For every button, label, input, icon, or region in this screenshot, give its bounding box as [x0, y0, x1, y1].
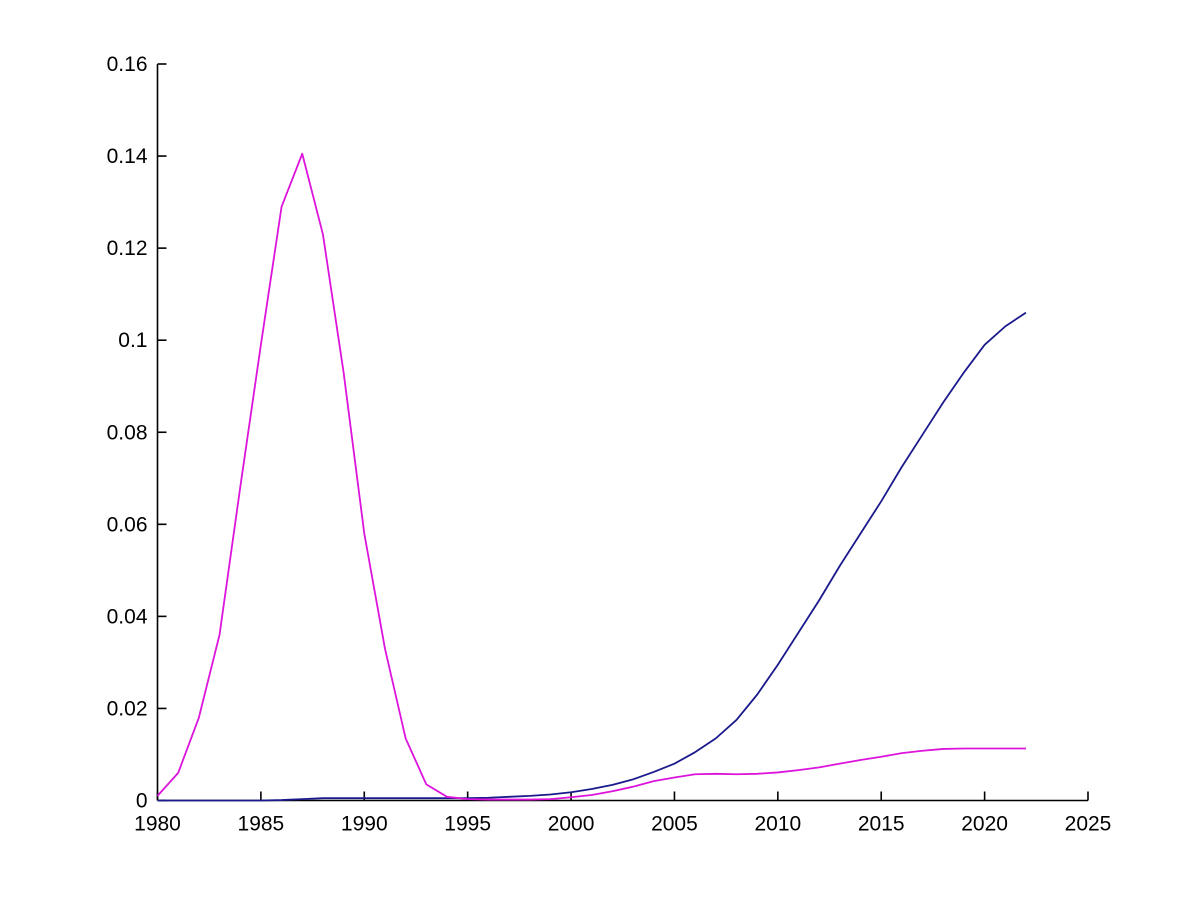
y-tick-label: 0.16: [107, 53, 148, 76]
y-tick-label: 0.14: [107, 145, 148, 168]
y-tick-label: 0.06: [107, 513, 148, 536]
plot-area: 00.020.040.060.080.10.120.140.16 1980 198…: [107, 53, 1112, 836]
x-tick-label: 1985: [238, 813, 285, 836]
x-tick-label: 2015: [858, 813, 905, 836]
x-tick-label: 1990: [341, 813, 388, 836]
y-tick-label: 0.12: [107, 237, 148, 260]
y-tick-label: 0.04: [107, 605, 148, 628]
x-tick-label: 2020: [961, 813, 1008, 836]
series-line-blue-series: [157, 311, 1027, 802]
y-tick-label: 0: [136, 790, 148, 813]
x-tick-label: 1980: [134, 813, 181, 836]
x-tick-label: 2005: [651, 813, 698, 836]
x-tick-label: 1995: [444, 813, 491, 836]
y-tick-label: 0.08: [107, 421, 148, 444]
x-tick-label: 2000: [548, 813, 595, 836]
y-tick-label: 0.1: [118, 329, 147, 352]
x-axis: 1980 1985 1990 1995 2000 2005 2010 2015 2020 2025: [134, 791, 1112, 836]
y-axis: 0 0.02 0.04 0.06 0.08 0.1 0.12 0.14 0.16: [107, 53, 167, 813]
series-line-magenta-series: [156, 152, 1026, 801]
series-lines: [156, 152, 1027, 802]
x-tick-label: 2010: [754, 813, 801, 836]
y-tick-label: 0.02: [107, 697, 148, 720]
x-tick-label: 2025: [1065, 813, 1112, 836]
